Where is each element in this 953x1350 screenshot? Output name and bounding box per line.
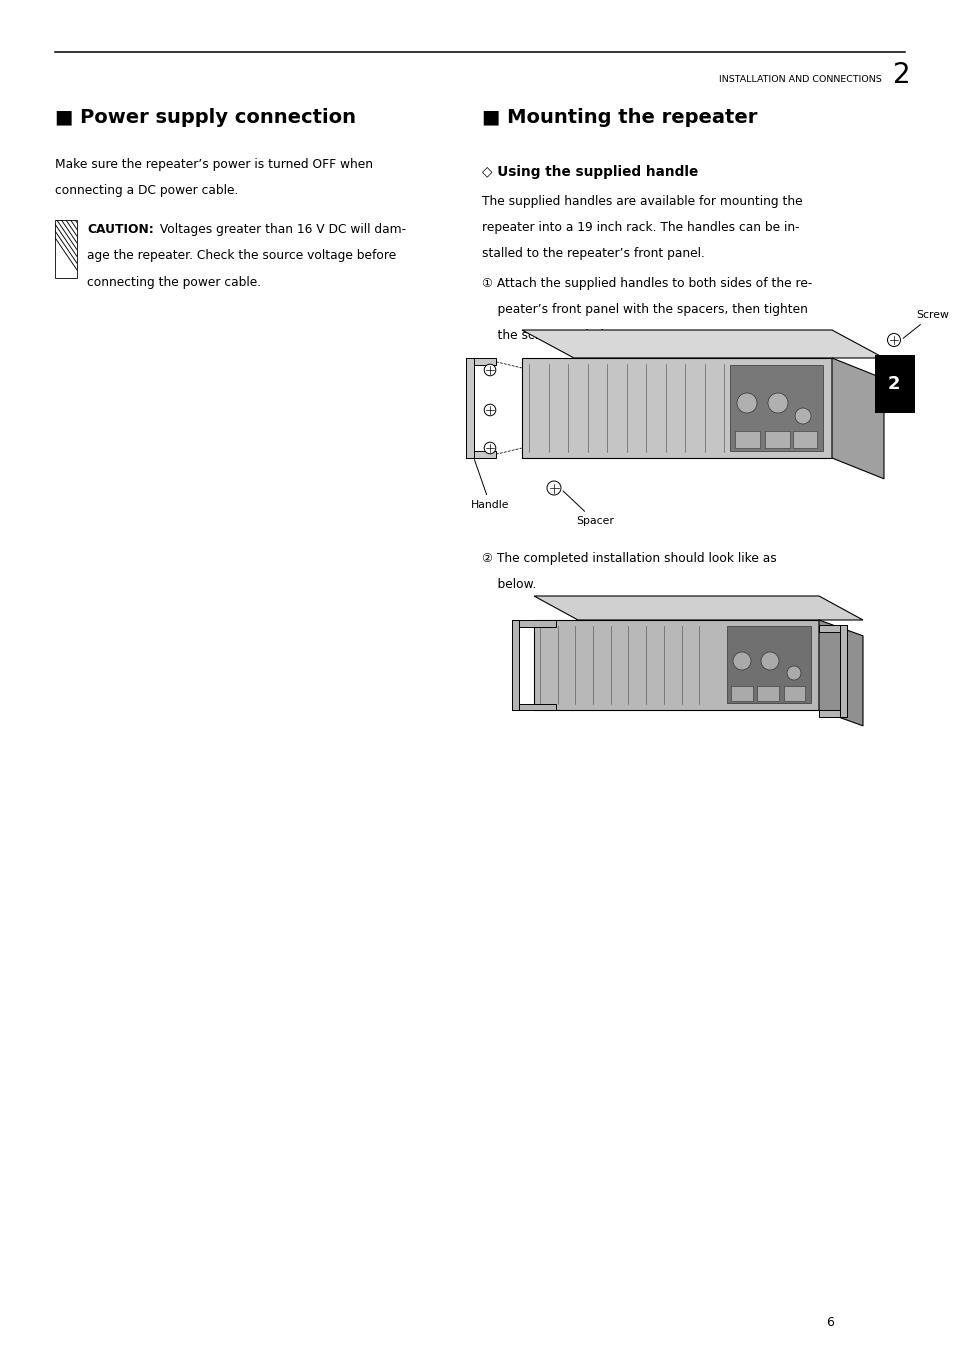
Text: connecting a DC power cable.: connecting a DC power cable. (55, 184, 238, 197)
Text: Spacer: Spacer (562, 491, 613, 526)
Circle shape (484, 443, 496, 454)
Text: INSTALLATION AND CONNECTIONS: INSTALLATION AND CONNECTIONS (718, 76, 881, 85)
Bar (55, 220, 77, 278)
Text: 2: 2 (892, 61, 910, 89)
Text: connecting the power cable.: connecting the power cable. (87, 275, 261, 289)
Bar (465, 451, 496, 458)
Bar (465, 358, 473, 458)
Circle shape (737, 393, 757, 413)
Circle shape (760, 652, 779, 670)
Bar (730, 686, 752, 701)
Polygon shape (534, 595, 862, 620)
Circle shape (484, 364, 496, 375)
Bar (512, 620, 518, 710)
Polygon shape (521, 329, 883, 358)
Text: stalled to the repeater’s front panel.: stalled to the repeater’s front panel. (481, 247, 704, 261)
Text: peater’s front panel with the spacers, then tighten: peater’s front panel with the spacers, t… (481, 302, 807, 316)
Text: The supplied handles are available for mounting the: The supplied handles are available for m… (481, 194, 801, 208)
Bar (512, 620, 556, 626)
Text: ■ Mounting the repeater: ■ Mounting the repeater (481, 108, 757, 127)
Text: Voltages greater than 16 V DC will dam-: Voltages greater than 16 V DC will dam- (156, 223, 406, 236)
Bar (764, 431, 789, 448)
Text: below.: below. (481, 578, 536, 591)
Text: Handle: Handle (471, 459, 509, 510)
Circle shape (484, 404, 496, 416)
Circle shape (767, 393, 787, 413)
Bar (818, 710, 846, 717)
Circle shape (884, 383, 898, 397)
Text: age the repeater. Check the source voltage before: age the repeater. Check the source volta… (87, 250, 395, 262)
Bar (734, 431, 760, 448)
Circle shape (886, 333, 900, 347)
Text: the screws as below.: the screws as below. (481, 329, 623, 342)
Text: ② The completed installation should look like as: ② The completed installation should look… (481, 552, 776, 566)
Bar (729, 364, 822, 451)
Text: 2: 2 (887, 375, 900, 393)
Bar (757, 686, 779, 701)
Circle shape (794, 408, 810, 424)
Text: 6: 6 (825, 1315, 833, 1328)
Polygon shape (818, 620, 862, 726)
Bar (512, 703, 556, 710)
Polygon shape (521, 358, 831, 458)
Text: repeater into a 19 inch rack. The handles can be in-: repeater into a 19 inch rack. The handle… (481, 221, 799, 234)
Text: CAUTION:: CAUTION: (87, 223, 153, 236)
Polygon shape (831, 358, 883, 479)
Bar (726, 626, 810, 703)
Text: ◇ Using the supplied handle: ◇ Using the supplied handle (481, 165, 698, 180)
Polygon shape (534, 620, 818, 710)
Text: ■ Power supply connection: ■ Power supply connection (55, 108, 355, 127)
Bar (465, 358, 496, 366)
Text: Screw: Screw (902, 310, 948, 339)
Bar (874, 355, 914, 413)
Text: ① Attach the supplied handles to both sides of the re-: ① Attach the supplied handles to both si… (481, 277, 812, 290)
Circle shape (786, 666, 801, 680)
Bar (818, 625, 846, 632)
Text: Make sure the repeater’s power is turned OFF when: Make sure the repeater’s power is turned… (55, 158, 373, 171)
Bar (783, 686, 804, 701)
Bar (840, 625, 846, 717)
Bar (792, 431, 816, 448)
Circle shape (546, 481, 560, 495)
Circle shape (732, 652, 750, 670)
